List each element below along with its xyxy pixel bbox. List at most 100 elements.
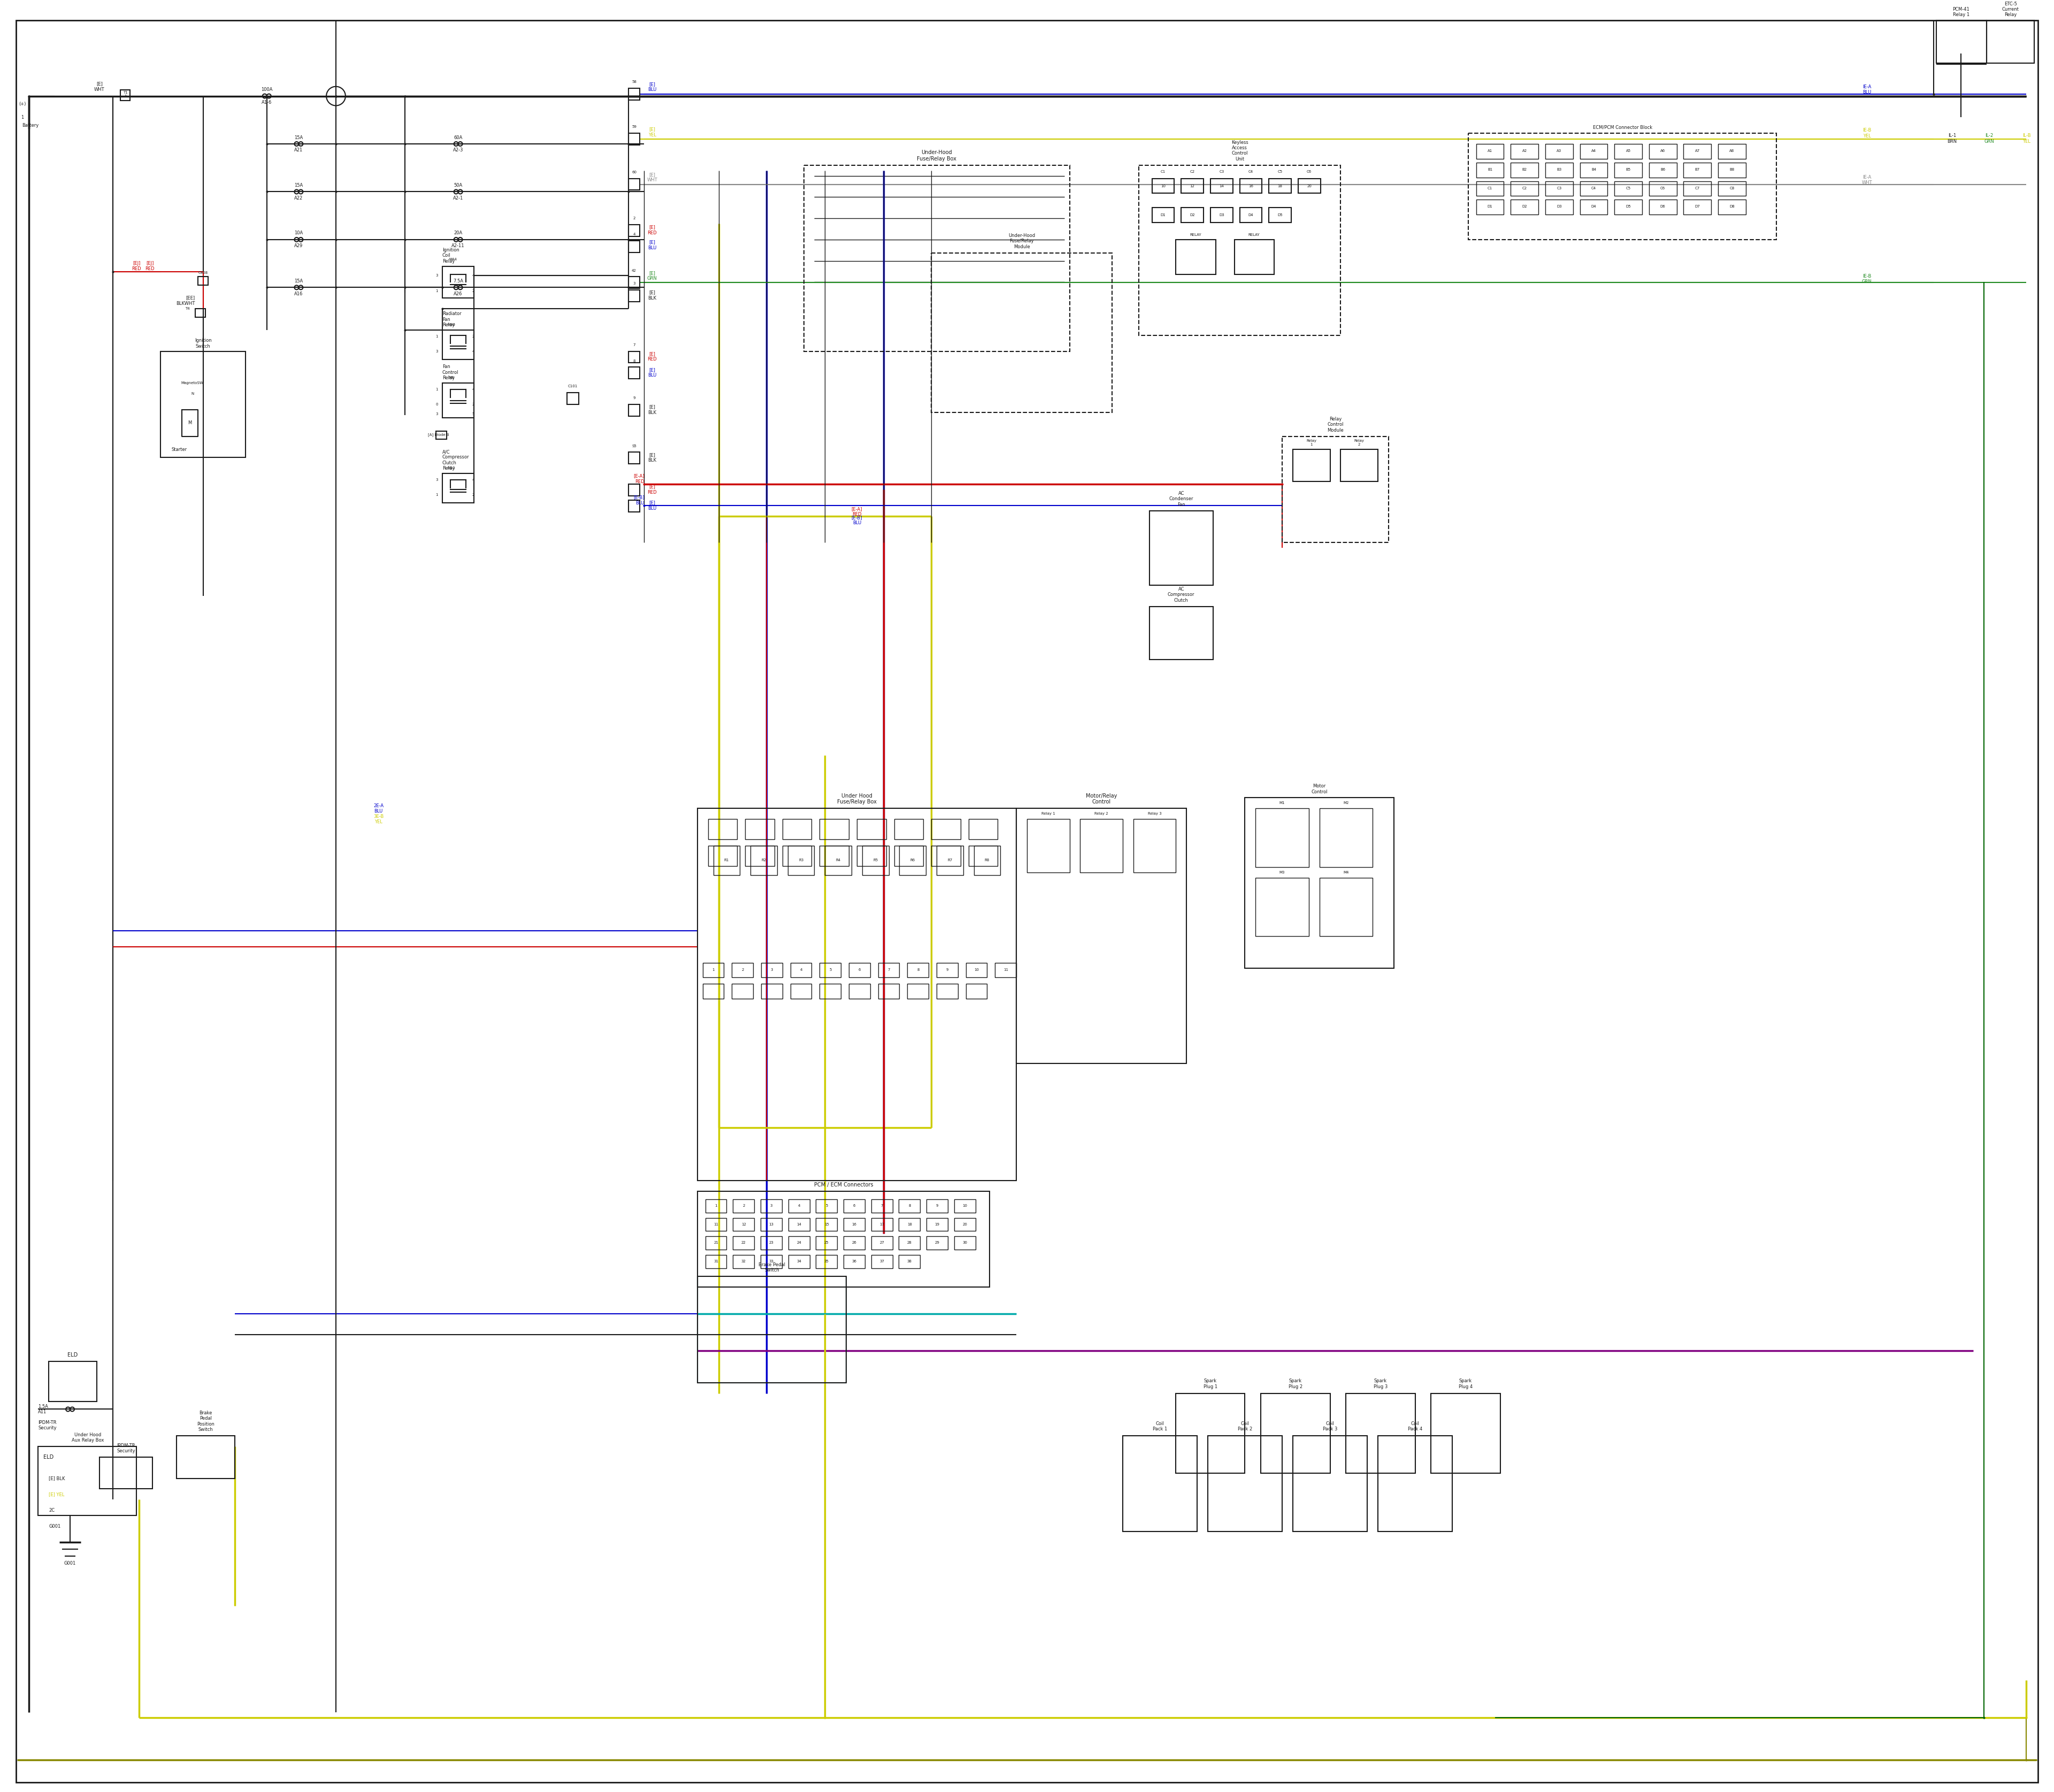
Bar	[1649, 199, 1676, 215]
Text: [E]
BLU: [E] BLU	[647, 367, 657, 378]
Text: M1: M1	[1280, 801, 1286, 805]
Bar	[1345, 1392, 1415, 1473]
Text: R3: R3	[799, 858, 803, 862]
Text: D5: D5	[1625, 204, 1631, 208]
Bar	[1614, 199, 1641, 215]
Text: 11: 11	[713, 1222, 719, 1226]
Text: [A] Diode B: [A] Diode B	[427, 434, 450, 437]
Bar	[1717, 143, 1746, 159]
Bar	[1255, 808, 1308, 867]
Bar	[1717, 163, 1746, 177]
Bar	[1124, 1435, 1197, 1532]
Text: 4: 4	[797, 1204, 801, 1208]
Bar	[1545, 143, 1573, 159]
Text: C5: C5	[1627, 186, 1631, 190]
Bar	[121, 90, 129, 100]
Text: IE-A
BLU: IE-A BLU	[1863, 84, 1871, 95]
Text: 2: 2	[472, 403, 474, 407]
Bar	[629, 133, 641, 145]
Text: Under Hood
Aux Relay Box: Under Hood Aux Relay Box	[72, 1432, 105, 1443]
Text: C4: C4	[1592, 186, 1596, 190]
Bar	[629, 290, 641, 301]
Text: PCM / ECM Connectors: PCM / ECM Connectors	[813, 1183, 873, 1188]
Text: 2: 2	[741, 968, 744, 971]
Bar	[789, 1199, 809, 1213]
Text: Relay
2: Relay 2	[1354, 439, 1364, 446]
Bar	[1292, 450, 1331, 482]
Bar	[160, 351, 246, 457]
Text: A1: A1	[1487, 149, 1493, 152]
Bar	[1319, 808, 1372, 867]
Text: Ignition
Coil
Relay: Ignition Coil Relay	[442, 247, 460, 263]
Bar	[1512, 181, 1538, 195]
Text: 20: 20	[1306, 185, 1313, 188]
Text: D6: D6	[1660, 204, 1666, 208]
Text: A5: A5	[1627, 149, 1631, 152]
Bar	[1649, 143, 1676, 159]
Text: PCM-41
Relay 1: PCM-41 Relay 1	[1953, 7, 1970, 18]
Bar	[1027, 819, 1070, 873]
Text: 9: 9	[947, 968, 949, 971]
Text: Fan
Control
Relay: Fan Control Relay	[442, 364, 458, 380]
Text: 7: 7	[887, 968, 889, 971]
Text: R5: R5	[873, 858, 877, 862]
Text: 16: 16	[852, 1222, 857, 1226]
Text: 8: 8	[633, 358, 635, 362]
Text: 9: 9	[937, 1204, 939, 1208]
Text: 2C: 2C	[49, 1507, 55, 1512]
Text: A6: A6	[1660, 149, 1666, 152]
Text: 9: 9	[633, 396, 635, 400]
Bar	[705, 1219, 727, 1231]
Bar	[965, 962, 988, 977]
Bar	[789, 1254, 809, 1269]
Bar	[1512, 199, 1538, 215]
Bar	[1175, 240, 1216, 274]
Text: 5: 5	[826, 1204, 828, 1208]
Text: D3: D3	[1557, 204, 1561, 208]
Text: [E-A]
RED: [E-A] RED	[852, 507, 863, 518]
Bar	[733, 1199, 754, 1213]
Bar	[1545, 199, 1573, 215]
Text: C7: C7	[1695, 186, 1701, 190]
Bar	[1477, 143, 1504, 159]
Text: G001: G001	[49, 1523, 62, 1529]
Bar	[1477, 163, 1504, 177]
Bar	[760, 1254, 783, 1269]
Text: AC
Compressor
Clutch: AC Compressor Clutch	[1167, 586, 1195, 602]
Bar	[442, 267, 474, 297]
Bar	[1684, 143, 1711, 159]
Bar	[629, 484, 641, 496]
Text: 42: 42	[633, 269, 637, 272]
Text: IL-2
GRN: IL-2 GRN	[1984, 133, 1994, 143]
Bar	[733, 1236, 754, 1249]
Text: [E]
RED: [E] RED	[647, 351, 657, 362]
Text: 8: 8	[908, 1204, 910, 1208]
Bar	[1378, 1435, 1452, 1532]
Bar	[709, 819, 737, 839]
Text: (+): (+)	[18, 102, 27, 106]
Bar	[1208, 1435, 1282, 1532]
Text: [E]
BLK: [E] BLK	[647, 405, 657, 416]
Bar	[1545, 163, 1573, 177]
Text: 15A: 15A	[294, 134, 304, 140]
Bar	[1649, 181, 1676, 195]
Text: Motor
Control: Motor Control	[1310, 783, 1327, 794]
Bar	[791, 984, 811, 998]
Text: 1: 1	[21, 115, 25, 120]
Bar	[1241, 208, 1261, 222]
Bar	[974, 846, 1000, 874]
Bar	[1269, 179, 1292, 194]
Text: D8: D8	[1729, 204, 1734, 208]
Text: 4: 4	[633, 233, 635, 237]
Text: [EE]
BLKWHT: [EE] BLKWHT	[177, 296, 195, 306]
Bar	[197, 276, 207, 285]
Bar	[1580, 181, 1608, 195]
Bar	[698, 1276, 846, 1383]
Text: Brake
Pedal
Position
Switch: Brake Pedal Position Switch	[197, 1410, 214, 1432]
Text: IE-B
YEL: IE-B YEL	[1863, 127, 1871, 138]
Text: 15A: 15A	[294, 280, 304, 283]
Text: 18: 18	[1278, 185, 1282, 188]
Bar	[629, 405, 641, 416]
Text: A3: A3	[1557, 149, 1561, 152]
Bar	[1138, 165, 1341, 335]
